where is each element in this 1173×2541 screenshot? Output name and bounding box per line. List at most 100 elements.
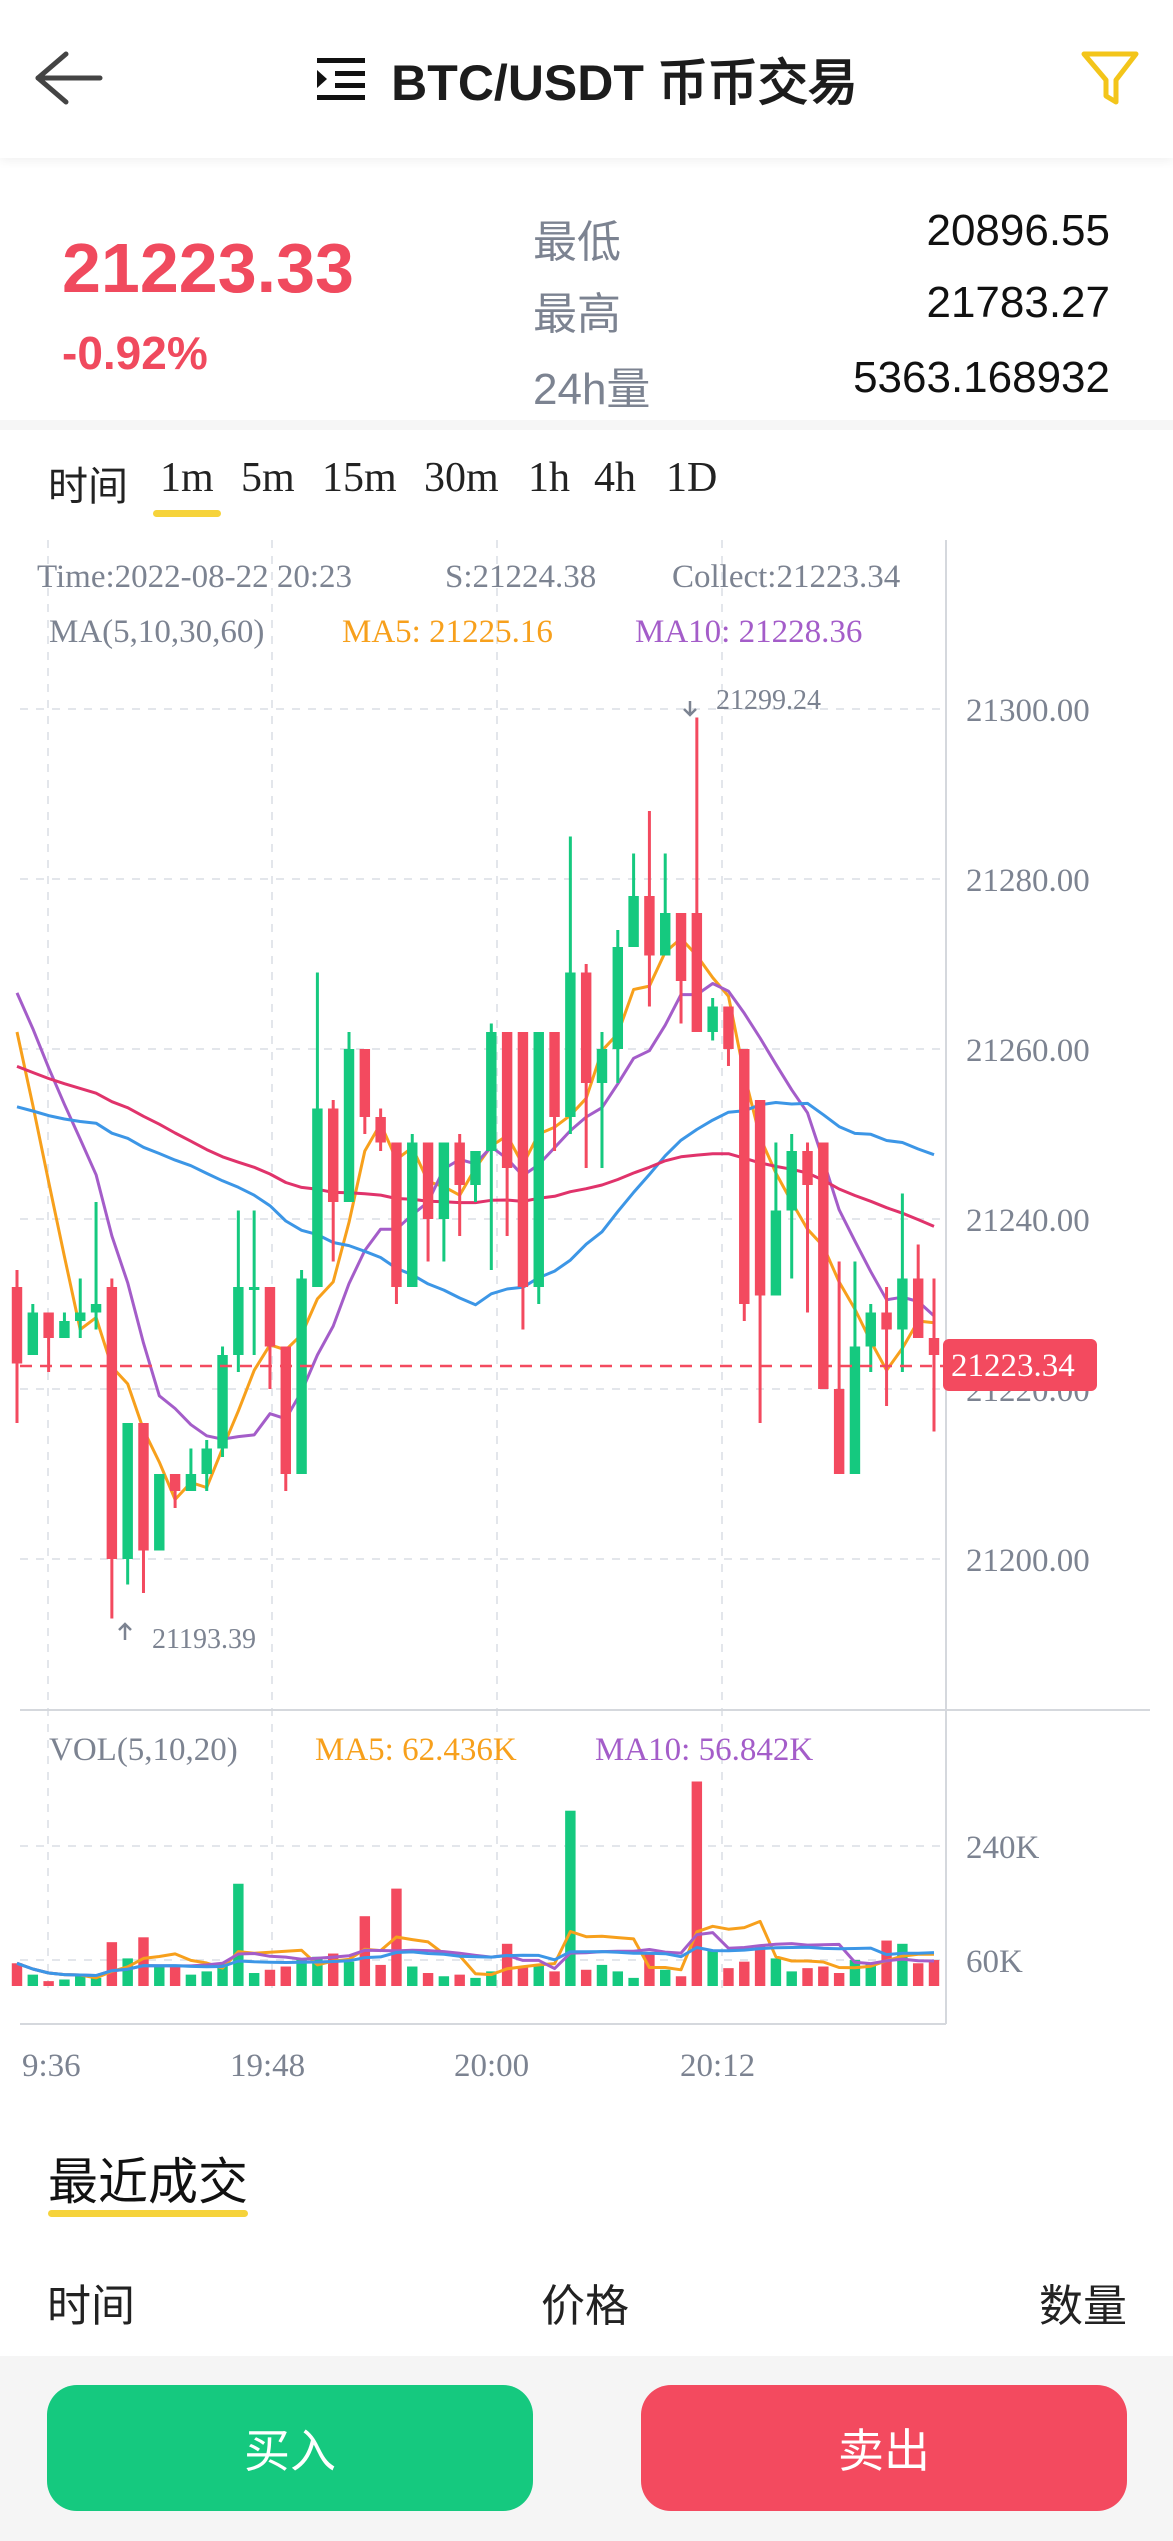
candle-body: [723, 1006, 734, 1049]
candle-body: [517, 1032, 529, 1287]
volume-bar: [233, 1883, 244, 1986]
volume-bar: [580, 1969, 592, 1986]
candle-body: [312, 1108, 323, 1287]
volume-bar: [27, 1974, 39, 1986]
vol-ma20-line: [16, 1945, 935, 1977]
volume-tick-label: 60K: [966, 1944, 1023, 1980]
candle-body: [897, 1278, 908, 1330]
time-tick-label: 9:36: [22, 2048, 81, 2084]
volume-bar: [438, 1976, 450, 1986]
divider: [0, 420, 1173, 430]
candle-body: [660, 913, 671, 956]
volume-bar: [201, 1971, 212, 1986]
candle-body: [327, 1108, 339, 1202]
volume-bar: [59, 1979, 70, 1986]
volume-bar: [11, 1963, 23, 1986]
volume-tick-label: 240K: [966, 1830, 1040, 1866]
candle-body: [912, 1278, 924, 1338]
candle-body: [612, 947, 624, 1049]
ma5-value: MA5: 21225.16: [342, 614, 553, 650]
candle-body: [644, 896, 655, 956]
volume-bar: [881, 1940, 892, 1986]
tab-5m[interactable]: 5m: [241, 455, 295, 501]
tab-1m[interactable]: 1m: [160, 455, 214, 501]
volume-bar: [327, 1953, 339, 1986]
low-value: 20896.55: [926, 206, 1110, 255]
current-price-badge: [943, 1339, 1097, 1391]
volume-bar: [912, 1963, 924, 1986]
candle-body: [849, 1346, 861, 1474]
high-marker: 21299.24: [716, 685, 821, 716]
candle-body: [454, 1142, 465, 1185]
volume-bar: [802, 1968, 813, 1986]
volume-bar: [517, 1966, 529, 1986]
candle-body: [201, 1448, 212, 1474]
recent-trades-tab[interactable]: 最近成交: [48, 2154, 248, 2210]
pair-menu-icon[interactable]: [315, 56, 367, 102]
volume-bar: [422, 1973, 434, 1986]
price-tick-label: 21280.00: [966, 863, 1090, 899]
volume-bar: [723, 1968, 734, 1986]
volume-bar: [185, 1974, 197, 1986]
candle-body: [833, 1389, 845, 1474]
candle-body: [217, 1355, 228, 1449]
kline-svg[interactable]: 21300.0021280.0021260.0021240.0021220.00…: [0, 530, 1173, 2090]
candle-body: [675, 913, 687, 981]
volume-bar: [739, 1961, 750, 1986]
candle-body: [754, 1100, 766, 1296]
candle-body: [628, 896, 639, 947]
candle-body: [438, 1142, 450, 1219]
volume-bar: [691, 1781, 703, 1986]
volume-bar: [106, 1942, 118, 1986]
volume-bar: [928, 1960, 940, 1986]
ma10-value: MA10: 21228.36: [635, 614, 862, 650]
filter-icon[interactable]: [1080, 48, 1140, 110]
candle-body: [596, 1049, 608, 1083]
tab-1h[interactable]: 1h: [528, 455, 570, 501]
back-arrow-icon[interactable]: [32, 48, 104, 108]
volume-bar: [818, 1966, 829, 1986]
volume-bar: [296, 1958, 307, 1986]
candles: [11, 717, 940, 1619]
buy-button[interactable]: 买入: [47, 2385, 533, 2511]
volume-bar: [865, 1963, 876, 1986]
candle-body: [90, 1304, 102, 1313]
low-label: 最低: [533, 218, 621, 267]
info-time: Time:2022-08-22 20:23: [37, 559, 352, 595]
app-header: BTC/USDT 币币交易: [0, 0, 1173, 158]
volume-bar: [644, 1953, 655, 1986]
candle-body: [154, 1474, 165, 1551]
volume-bar: [501, 1943, 513, 1986]
volume-bar: [533, 1964, 544, 1986]
sell-button[interactable]: 卖出: [641, 2385, 1127, 2511]
volume-bar: [549, 1971, 560, 1986]
volume-bar: [312, 1956, 323, 1986]
volume-bar: [770, 1958, 782, 1986]
volume-bar: [75, 1976, 86, 1986]
tab-30m[interactable]: 30m: [424, 455, 499, 501]
candle-body: [549, 1032, 560, 1117]
kline-chart[interactable]: 21300.0021280.0021260.0021240.0021220.00…: [0, 530, 1173, 2090]
ticker-panel: 21223.33 -0.92% 最低 20896.55 最高 21783.27 …: [0, 168, 1173, 420]
volume-bar: [217, 1963, 228, 1986]
interval-label: 时间: [48, 464, 128, 510]
candle-body: [407, 1142, 418, 1287]
candle-body: [691, 913, 703, 1032]
volume-bar: [169, 1964, 181, 1986]
tab-4h[interactable]: 4h: [594, 455, 636, 501]
tab-1d[interactable]: 1D: [666, 455, 718, 501]
col-time: 时间: [47, 2282, 135, 2331]
tab-15m[interactable]: 15m: [322, 455, 397, 501]
volume-bar: [90, 1977, 102, 1986]
volume-bar: [754, 1945, 766, 1986]
volume-bar: [470, 1977, 481, 1986]
vol-ma5-value: MA5: 62.436K: [315, 1732, 517, 1768]
candle-body: [43, 1312, 54, 1338]
time-tick-label: 20:00: [454, 2048, 529, 2084]
price-tick-label: 21240.00: [966, 1203, 1090, 1239]
vol-label: VOL(5,10,20): [49, 1732, 238, 1768]
bottom-action-bar: 买入 卖出: [0, 2356, 1173, 2541]
candle-body: [739, 1049, 750, 1304]
volume-bar: [486, 1971, 497, 1986]
high-label: 最高: [533, 290, 621, 339]
